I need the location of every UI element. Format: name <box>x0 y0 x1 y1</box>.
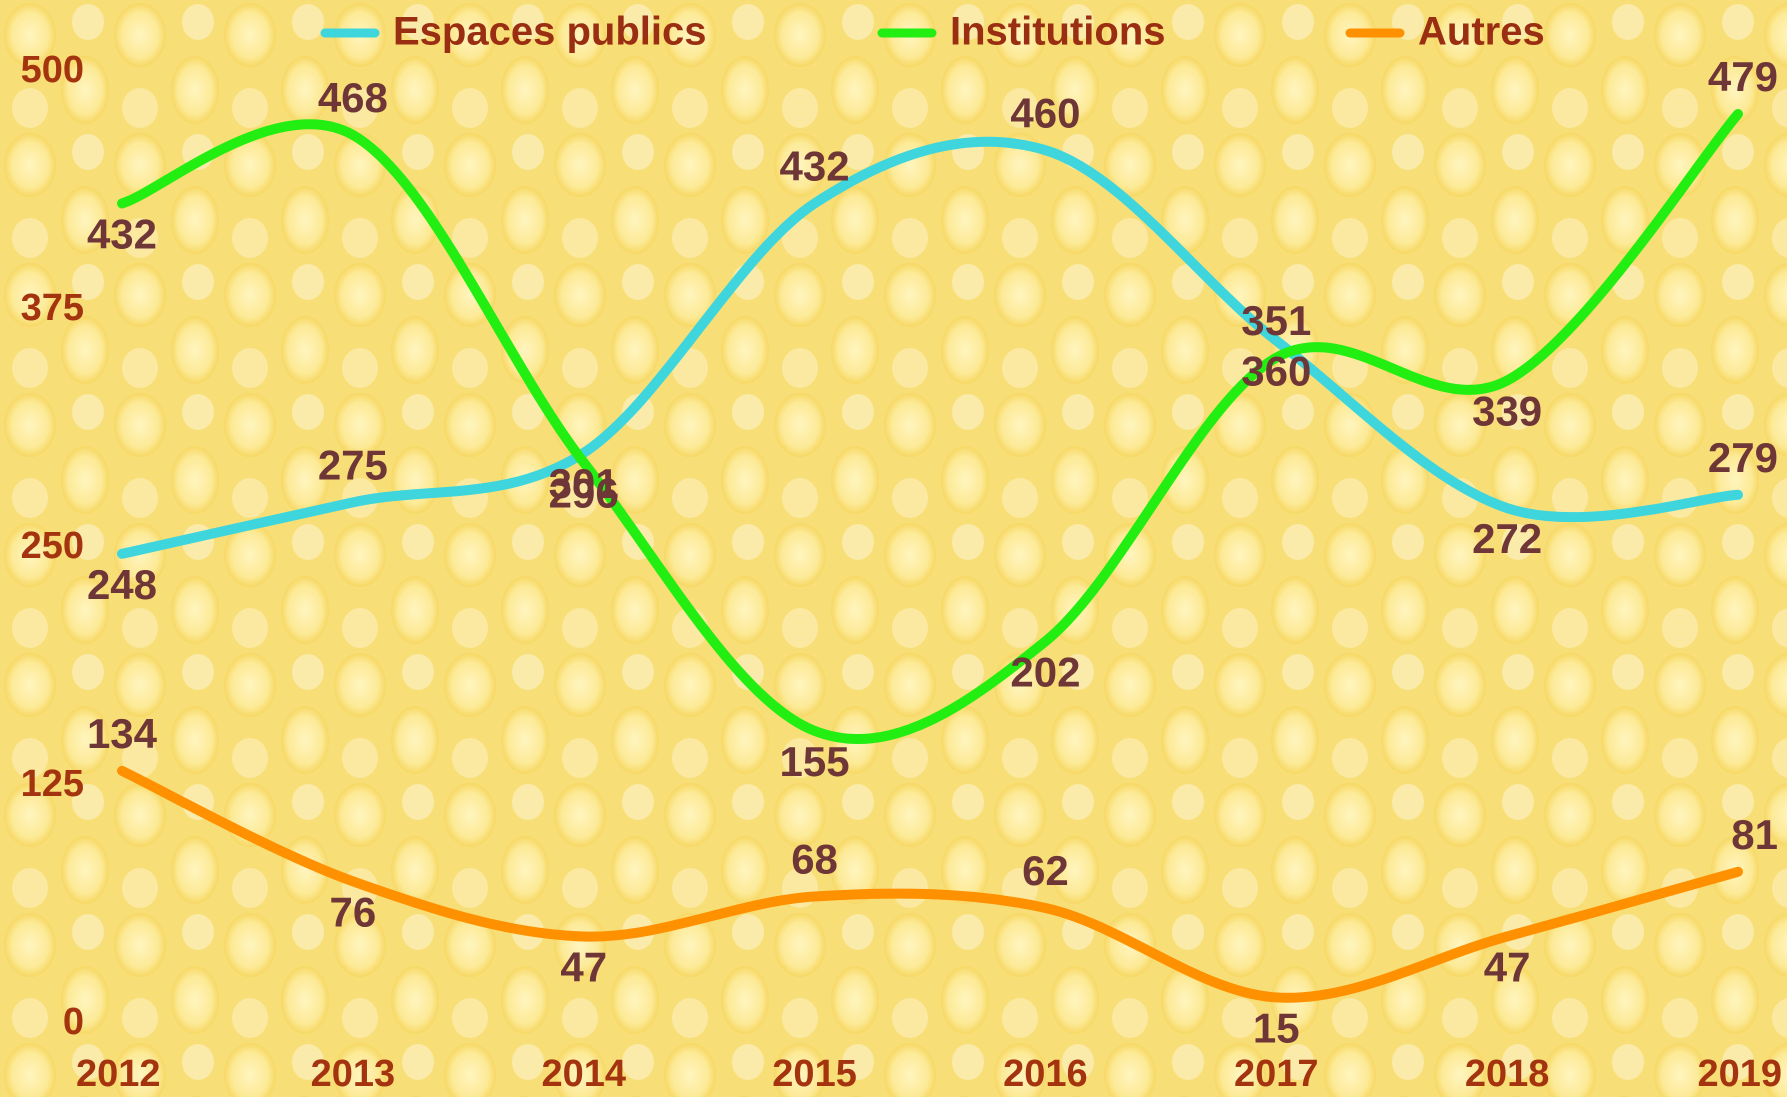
data-label: 460 <box>1010 89 1080 136</box>
x-tick-label: 2016 <box>1003 1053 1088 1095</box>
x-tick-label: 2013 <box>311 1053 396 1095</box>
y-tick-label: 0 <box>63 1001 84 1043</box>
legend-label: Autres <box>1418 10 1545 54</box>
legend-label: Institutions <box>950 10 1166 54</box>
data-label: 134 <box>87 710 158 757</box>
x-tick-label: 2019 <box>1697 1053 1782 1095</box>
y-tick-label: 500 <box>21 49 84 91</box>
x-tick-label: 2018 <box>1465 1053 1550 1095</box>
data-label: 62 <box>1022 847 1069 894</box>
data-label: 81 <box>1731 811 1778 858</box>
data-label: 360 <box>1241 348 1311 395</box>
data-label: 351 <box>1241 297 1311 344</box>
data-label: 275 <box>318 441 388 488</box>
x-tick-label: 2012 <box>76 1053 161 1095</box>
data-label: 272 <box>1472 515 1542 562</box>
data-label: 339 <box>1472 388 1542 435</box>
data-label: 47 <box>560 944 607 991</box>
data-label: 432 <box>780 143 850 190</box>
data-label: 468 <box>318 74 388 121</box>
data-label: 296 <box>549 470 619 517</box>
data-label: 155 <box>780 738 850 785</box>
data-label: 15 <box>1253 1005 1300 1052</box>
y-tick-label: 250 <box>21 525 84 567</box>
data-label: 202 <box>1010 648 1080 695</box>
data-label: 76 <box>329 888 376 935</box>
data-label: 248 <box>87 561 157 608</box>
data-label: 47 <box>1484 944 1531 991</box>
x-tick-label: 2014 <box>541 1053 626 1095</box>
y-tick-label: 125 <box>21 763 84 805</box>
legend-label: Espaces publics <box>393 10 706 54</box>
data-label: 279 <box>1708 434 1778 481</box>
x-tick-label: 2017 <box>1234 1053 1319 1095</box>
data-label: 479 <box>1708 53 1778 100</box>
chart: 0 125 250 375 500 2012 2013 2014 2015 2016 2017 201… <box>0 0 1787 1097</box>
data-label: 432 <box>87 211 157 258</box>
x-tick-label: 2015 <box>772 1053 857 1095</box>
y-tick-label: 375 <box>21 287 84 329</box>
data-label: 68 <box>791 836 838 883</box>
